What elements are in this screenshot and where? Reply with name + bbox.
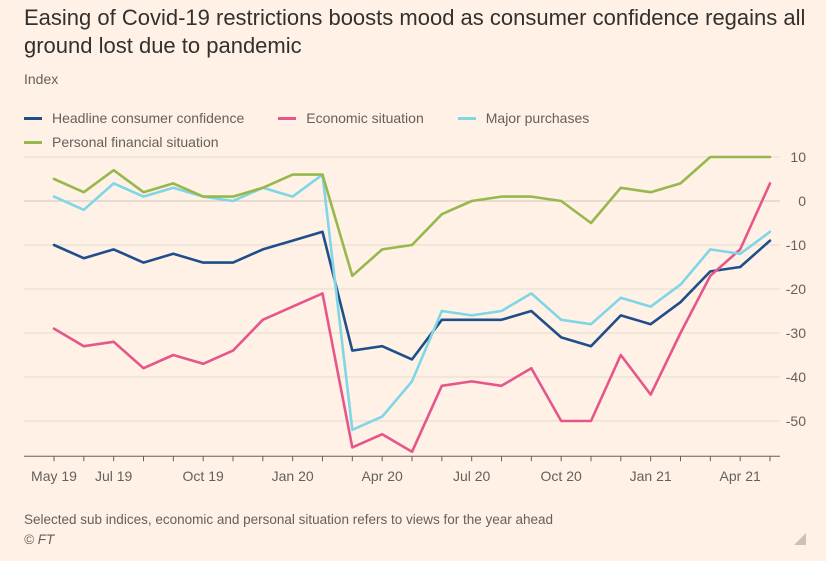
y-tick-label: -50 bbox=[786, 413, 806, 429]
series-line-headline-consumer-confidence bbox=[52, 230, 772, 361]
legend-swatch-headline bbox=[24, 116, 42, 120]
legend-label-personal: Personal financial situation bbox=[52, 134, 219, 150]
resize-corner-icon bbox=[794, 533, 806, 545]
series-line-economic-situation bbox=[52, 182, 772, 454]
legend-swatch-personal bbox=[24, 140, 42, 144]
y-tick-label: -20 bbox=[786, 281, 806, 297]
x-tick-label: Oct 20 bbox=[541, 468, 582, 484]
x-tick-label: Jan 21 bbox=[630, 468, 672, 484]
y-tick-label: -30 bbox=[786, 325, 806, 341]
chart-title: Easing of Covid-19 restrictions boosts m… bbox=[24, 5, 806, 58]
chart-subtitle: Index bbox=[24, 71, 59, 87]
x-axis-ticks: May 19 Jul 19 Oct 19 Jan 20 Apr 20 Jul 20 Oct … bbox=[31, 456, 771, 484]
x-tick-label: Apr 20 bbox=[362, 468, 403, 484]
footer-note: Selected sub indices, economic and perso… bbox=[24, 512, 554, 527]
source-credit: © FT bbox=[24, 532, 55, 547]
grid-lines bbox=[24, 156, 780, 457]
series-line-major-purchases bbox=[52, 173, 772, 432]
y-axis-ticks: 10 0 -10 -20 -30 -40 -50 bbox=[786, 149, 806, 429]
y-tick-label: 10 bbox=[790, 149, 806, 165]
x-tick-label: Apr 21 bbox=[720, 468, 761, 484]
legend-label-major-purchases: Major purchases bbox=[485, 110, 590, 126]
y-tick-label: 0 bbox=[798, 193, 806, 209]
y-tick-label: -10 bbox=[786, 237, 806, 253]
y-tick-label: -40 bbox=[786, 369, 806, 385]
series-lines bbox=[52, 155, 772, 454]
x-tick-label: Jul 19 bbox=[95, 468, 133, 484]
legend-label-economic: Economic situation bbox=[306, 110, 424, 126]
x-tick-label: May 19 bbox=[31, 468, 77, 484]
x-tick-label: Oct 19 bbox=[183, 468, 224, 484]
legend-item-economic: Economic situation bbox=[278, 110, 424, 126]
chart-legend: Headline consumer confidence Economic si… bbox=[24, 106, 623, 154]
legend-swatch-economic bbox=[278, 116, 297, 120]
x-tick-label: Jul 20 bbox=[453, 468, 491, 484]
series-line-personal-financial-situation bbox=[52, 155, 772, 278]
legend-item-major-purchases: Major purchases bbox=[457, 110, 590, 126]
legend-item-headline: Headline consumer confidence bbox=[24, 110, 244, 126]
legend-swatch-major-purchases bbox=[457, 116, 476, 120]
x-tick-label: Jan 20 bbox=[272, 468, 314, 484]
legend-label-headline: Headline consumer confidence bbox=[52, 110, 245, 126]
legend-item-personal: Personal financial situation bbox=[24, 134, 219, 150]
